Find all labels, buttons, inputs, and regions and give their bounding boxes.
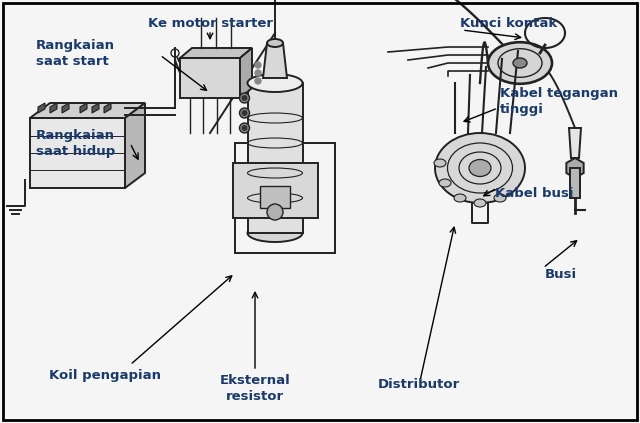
Text: Rangkaian
saat hidup: Rangkaian saat hidup — [36, 129, 115, 157]
Polygon shape — [240, 48, 252, 98]
Polygon shape — [80, 103, 87, 113]
Circle shape — [267, 204, 283, 220]
Text: Busi: Busi — [545, 269, 577, 281]
Text: Kabel busi: Kabel busi — [495, 187, 573, 200]
Polygon shape — [180, 48, 252, 58]
Ellipse shape — [488, 42, 552, 84]
Ellipse shape — [439, 179, 451, 187]
Text: Eksternal
resistor: Eksternal resistor — [220, 374, 291, 403]
Ellipse shape — [474, 199, 486, 207]
Circle shape — [239, 93, 250, 103]
Text: Rangkaian
saat start: Rangkaian saat start — [36, 38, 115, 68]
Ellipse shape — [267, 39, 283, 47]
Bar — [260, 186, 290, 208]
Text: Kunci kontak: Kunci kontak — [460, 16, 557, 30]
Text: Distributor: Distributor — [378, 379, 460, 392]
Polygon shape — [125, 103, 145, 188]
Ellipse shape — [513, 58, 527, 68]
Polygon shape — [180, 58, 240, 98]
Polygon shape — [569, 128, 581, 158]
Bar — [570, 168, 580, 198]
Polygon shape — [566, 158, 584, 178]
Circle shape — [241, 95, 248, 101]
Circle shape — [241, 125, 248, 131]
Ellipse shape — [434, 159, 446, 167]
Ellipse shape — [494, 194, 506, 202]
Bar — [235, 143, 335, 253]
Polygon shape — [62, 103, 69, 113]
Text: Koil pengapian: Koil pengapian — [49, 370, 161, 382]
Polygon shape — [263, 43, 287, 78]
Bar — [232, 163, 317, 218]
Polygon shape — [30, 103, 145, 118]
Circle shape — [239, 108, 250, 118]
Ellipse shape — [469, 159, 491, 176]
Ellipse shape — [435, 133, 525, 203]
Circle shape — [255, 62, 261, 68]
Bar — [248, 83, 303, 233]
Ellipse shape — [248, 224, 303, 242]
Polygon shape — [30, 118, 125, 188]
Circle shape — [239, 123, 250, 133]
Circle shape — [241, 110, 248, 116]
Text: Kabel tegangan
tinggi: Kabel tegangan tinggi — [500, 86, 618, 115]
Polygon shape — [104, 103, 111, 113]
Ellipse shape — [248, 74, 303, 92]
Text: Ke motor starter: Ke motor starter — [147, 16, 273, 30]
Circle shape — [171, 49, 179, 57]
Circle shape — [255, 70, 261, 76]
Ellipse shape — [454, 194, 466, 202]
Polygon shape — [38, 103, 45, 113]
Polygon shape — [92, 103, 99, 113]
Circle shape — [255, 78, 261, 84]
Polygon shape — [50, 103, 57, 113]
